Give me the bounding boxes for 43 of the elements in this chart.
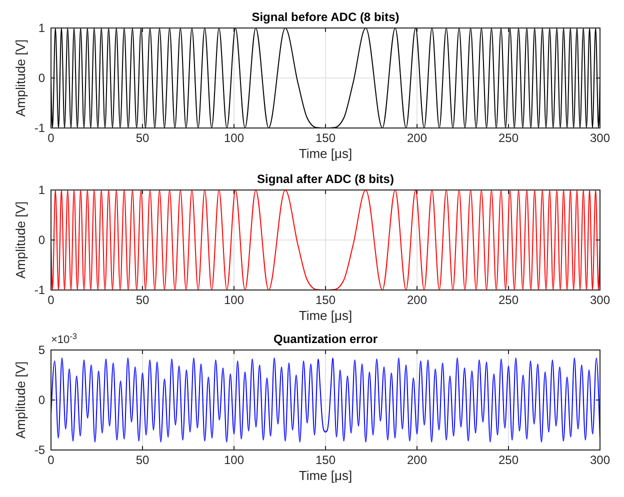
x-tick-label: 300 [590, 453, 610, 467]
x-tick-label: 150 [315, 453, 336, 467]
x-axis-title: Time [μs] [298, 308, 352, 323]
line-series [51, 190, 600, 290]
chart-title: Signal before ADC (8 bits) [252, 10, 400, 24]
line-series [51, 358, 600, 442]
y-tick-label: 1 [38, 21, 46, 35]
y-tick-label: 0 [38, 233, 46, 247]
x-tick-label: 0 [48, 293, 55, 307]
y-axis-title: Amplitude [V] [13, 201, 28, 279]
y-tick-label: -5 [34, 443, 46, 457]
x-tick-label: 50 [136, 131, 150, 145]
x-tick-label: 100 [224, 131, 244, 145]
y-tick-label: 0 [38, 71, 46, 85]
y-tick-label: 1 [38, 183, 46, 197]
x-tick-label: 200 [406, 453, 428, 467]
y-axis-title: Amplitude [V] [13, 361, 28, 439]
x-tick-label: 100 [224, 453, 244, 467]
x-tick-label: 300 [590, 131, 610, 145]
y-tick-label: -1 [34, 121, 46, 135]
x-tick-label: 300 [590, 293, 610, 307]
y-axis-title: Amplitude [V] [13, 39, 28, 117]
x-tick-label: 150 [315, 293, 336, 307]
x-axis-title: Time [μs] [298, 146, 352, 161]
y-tick-label: 0 [38, 393, 46, 407]
x-tick-label: 50 [136, 293, 150, 307]
line-series [51, 28, 600, 128]
x-tick-label: 0 [48, 131, 55, 145]
x-tick-label: 150 [315, 131, 336, 145]
x-tick-label: 200 [406, 293, 428, 307]
x-tick-label: 200 [406, 131, 428, 145]
x-tick-label: 250 [498, 453, 519, 467]
x-tick-label: 250 [498, 293, 519, 307]
x-tick-label: 0 [48, 453, 55, 467]
x-tick-label: 50 [136, 453, 150, 467]
chart-title: Signal after ADC (8 bits) [257, 172, 394, 186]
x-axis-title: Time [μs] [298, 468, 352, 483]
text: ×10$^{-3}$ [51, 332, 78, 346]
y-tick-label: 5 [38, 343, 46, 357]
x-tick-label: 250 [498, 131, 519, 145]
y-tick-label: -1 [34, 283, 46, 297]
chart-title: Quantization error [273, 332, 378, 346]
x-tick-label: 100 [224, 293, 244, 307]
